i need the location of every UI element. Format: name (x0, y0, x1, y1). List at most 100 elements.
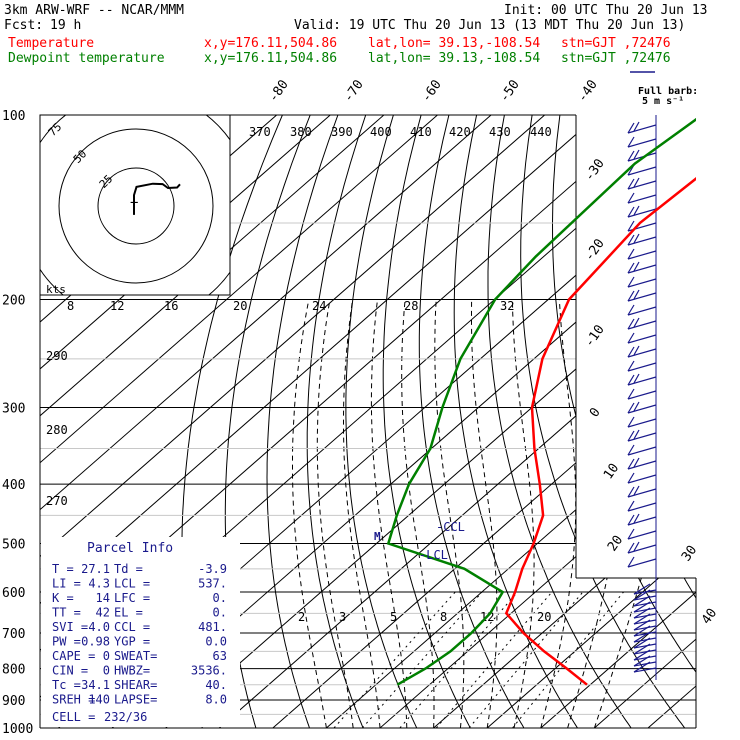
dry-adiabat-line (582, 115, 696, 728)
dew-legend-latlon: lat,lon= 39.13,-108.54 (368, 51, 541, 66)
temp-legend-station: stn=GJT ,72476 (561, 36, 671, 51)
wind-barb-strong (633, 613, 657, 625)
parcel-info-cell: SVI = (52, 620, 88, 634)
parcel-info-cell: 0.98 (81, 635, 110, 649)
isotherm-line (379, 115, 696, 728)
wind-barb (627, 233, 657, 246)
wind-barb (627, 401, 657, 414)
wind-barb (627, 248, 657, 260)
barb-legend-value: 5 m s⁻¹ (642, 96, 684, 107)
mixing-ratio-label: 8 (440, 610, 447, 624)
mixing-ratio-label: 20 (537, 610, 551, 624)
parcel-info-cell: Tc = (52, 678, 81, 692)
moist-adiabat-line (343, 299, 381, 728)
dew-legend-xy: x,y=176.11,504.86 (204, 51, 338, 66)
hodograph-ring-25 (97, 167, 175, 245)
dry-adiabat-line (520, 115, 696, 728)
hodo-axis-label: 16 (164, 299, 178, 313)
dry-adiabat-line (699, 115, 740, 740)
parcel-info-cell: PW = (52, 635, 81, 649)
theta-label: 440 (530, 125, 552, 139)
parcel-cell-value: 232/36 (104, 710, 147, 724)
theta-label: 370 (249, 125, 271, 139)
isotherm-line (165, 115, 696, 728)
parcel-info-cell: 0. (213, 591, 227, 605)
isotherm-tick-label: -50 (497, 77, 523, 105)
wind-barb (627, 121, 657, 134)
parcel-info-cell: HWBZ= (114, 664, 150, 678)
parcel-info-cell: LCL = (114, 577, 150, 591)
lcl-marker: -LCL (419, 548, 448, 562)
wind-barb (627, 192, 657, 204)
parcel-info-cell: T = (52, 562, 74, 576)
wind-barb (627, 500, 657, 512)
barb-legend-title: Full barb: (638, 86, 698, 97)
isotherm-line (40, 115, 599, 728)
isotherm-tick-label: 0 (587, 405, 604, 420)
parcel-info-cell: 27.1 (81, 562, 110, 576)
mixing-ratio-label: 2 (298, 610, 305, 624)
wind-barb (627, 388, 657, 400)
hodograph-unit-label: kts (46, 283, 66, 296)
isotherm-line (702, 115, 740, 728)
parcel-info-cell: CCL = (114, 620, 150, 634)
temp-legend-xy: x,y=176.11,504.86 (204, 36, 338, 51)
parcel-info-box: Parcel Info T = 27.1 Td = -3.9 LI = 4.3 LCL = 5… (41, 537, 240, 727)
wind-barb-strong (633, 607, 657, 619)
wind-barb (627, 261, 657, 274)
parcel-info-cell: 3536. (191, 664, 227, 678)
dew-legend-station: stn=GJT ,72476 (561, 51, 671, 66)
theta-left-label: 280 (46, 423, 68, 437)
parcel-info-cell: 537. (198, 577, 227, 591)
wind-barb (627, 541, 657, 554)
wind-barb-strong (633, 655, 657, 667)
model-title: 3km ARW-WRF -- NCAR/MMM (4, 3, 185, 18)
wind-barb-strong (633, 595, 657, 607)
wind-barb-strong (633, 631, 657, 643)
parcel-info-cell: SHEAR= (114, 678, 157, 692)
wind-barb-strong (633, 619, 657, 631)
theta-label: 430 (489, 125, 511, 139)
isotherm-line (272, 115, 696, 728)
parcel-info-cell: SREH = (52, 693, 95, 707)
isotherm-tick-label: -80 (266, 77, 292, 105)
pressure-tick-label: 700 (2, 627, 25, 642)
moist-adiabat-line (370, 299, 408, 728)
parcel-info-cell: 0. (213, 606, 227, 620)
parcel-info-cell: LI = (52, 577, 81, 591)
parcel-info-cell: LAPSE= (114, 693, 157, 707)
wind-barb-strong (633, 637, 657, 649)
parcel-info-cell: 8.0 (205, 693, 227, 707)
wind-barb-strong (633, 601, 657, 613)
isotherm-line (486, 115, 696, 728)
isotherm-tick-label: 40 (699, 606, 720, 627)
theta-label: 420 (449, 125, 471, 139)
hodograph: + 25 50 75 kts (39, 114, 231, 296)
temp-legend-label: Temperature (8, 36, 95, 51)
parcel-info-cell: 14 (96, 591, 110, 605)
dry-adiabat-line (382, 115, 478, 728)
theta-left-label: 290 (46, 349, 68, 363)
mixing-ratio-line (435, 591, 553, 728)
wind-barb (627, 289, 657, 302)
wind-barb-strong (633, 643, 657, 655)
isotherm-line (40, 115, 438, 728)
wind-barb-strong (633, 625, 657, 637)
mixing-ratio-line (362, 591, 483, 728)
parcel-info-cell: YGP = (114, 635, 150, 649)
moist-adiabat-line (540, 299, 577, 728)
wind-barb (627, 373, 657, 386)
dry-adiabat-line (306, 115, 370, 728)
theta-label: 390 (331, 125, 353, 139)
wind-barb (627, 177, 657, 190)
wind-barb (627, 136, 657, 148)
pressure-tick-label: 300 (2, 401, 25, 416)
parcel-info-cell: 0 (103, 664, 110, 678)
parcel-info-cell: TT = (52, 606, 81, 620)
parcel-info-cell: 140 (88, 693, 110, 707)
moist-adiabat-line (316, 299, 354, 728)
isotherm-line (40, 115, 545, 728)
wind-barb (627, 457, 657, 470)
parcel-info-cell: 40. (205, 678, 227, 692)
hodograph-trace (133, 182, 181, 215)
